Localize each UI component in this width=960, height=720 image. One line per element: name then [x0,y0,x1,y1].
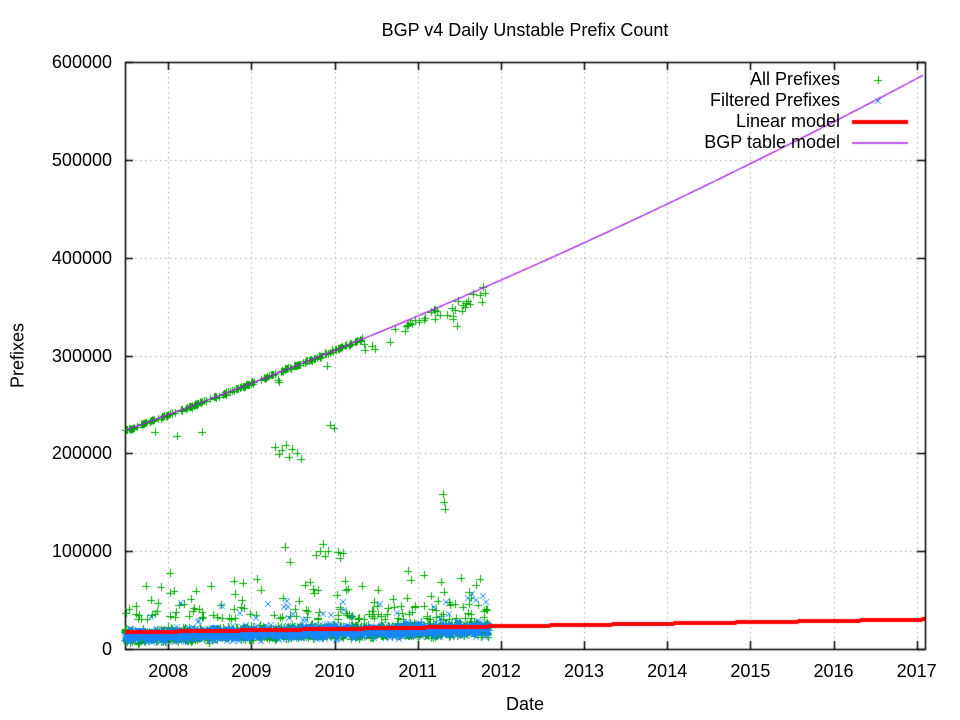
y-tick-label: 0 [101,639,112,659]
x-tick-label: 2013 [564,661,605,681]
x-tick-label: 2014 [647,661,688,681]
y-tick-label: 400000 [51,247,112,268]
x-tick-label: 2010 [314,661,355,681]
x-tick-label: 2012 [480,661,521,681]
y-tick-label: 200000 [51,443,112,464]
x-tick-label: 2017 [896,661,937,681]
x-tick-label: 2011 [398,661,438,681]
y-tick-label: 500000 [51,149,112,170]
chart-title: BGP v4 Daily Unstable Prefix Count [381,20,669,40]
y-tick-label: 100000 [51,541,112,562]
x-tick-label: 2016 [813,661,854,681]
x-tick-label: 2008 [148,661,189,681]
x-tick-label: 2009 [231,661,272,681]
y-tick-label: 600000 [51,52,112,72]
x-axis-label: Date [505,694,545,714]
y-tick-label: 300000 [51,345,112,366]
x-tick-label: 2015 [730,661,771,681]
